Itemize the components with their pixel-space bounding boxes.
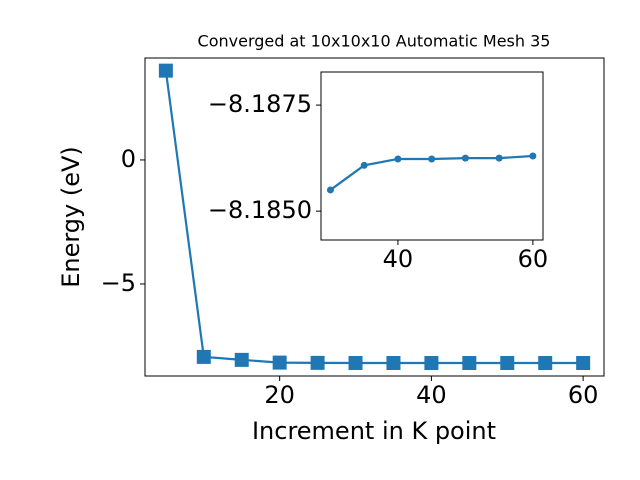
axes-frame <box>144 57 605 377</box>
x-tick-label: 40 <box>383 245 414 273</box>
marker <box>500 356 515 371</box>
marker <box>360 161 368 169</box>
marker <box>310 355 325 370</box>
marker <box>394 155 402 163</box>
marker <box>529 152 537 160</box>
marker <box>196 349 211 364</box>
marker <box>272 355 287 370</box>
y-tick-label: 0 <box>121 145 136 173</box>
x-axis-label: Increment in K point <box>252 417 496 445</box>
x-tick-label: 40 <box>416 381 447 409</box>
marker <box>424 356 439 371</box>
marker <box>538 356 553 371</box>
marker <box>326 186 334 194</box>
chart-title: Converged at 10x10x10 Automatic Mesh 35 <box>198 32 551 51</box>
marker <box>348 355 363 370</box>
axes-frame <box>320 71 544 241</box>
x-tick-label: 20 <box>264 381 295 409</box>
marker <box>461 154 469 162</box>
marker <box>576 356 591 371</box>
x-tick-label: 60 <box>568 381 599 409</box>
y-tick-label: −5 <box>101 269 136 297</box>
marker <box>386 356 401 371</box>
marker <box>428 155 436 163</box>
marker <box>462 356 477 371</box>
marker <box>234 352 249 367</box>
x-tick-label: 60 <box>518 245 549 273</box>
y-tick-label: −8.1850 <box>208 196 312 224</box>
marker <box>158 63 173 78</box>
marker <box>495 154 503 162</box>
y-axis-label: Energy (eV) <box>57 146 85 288</box>
y-tick-label: −8.1875 <box>208 90 312 118</box>
